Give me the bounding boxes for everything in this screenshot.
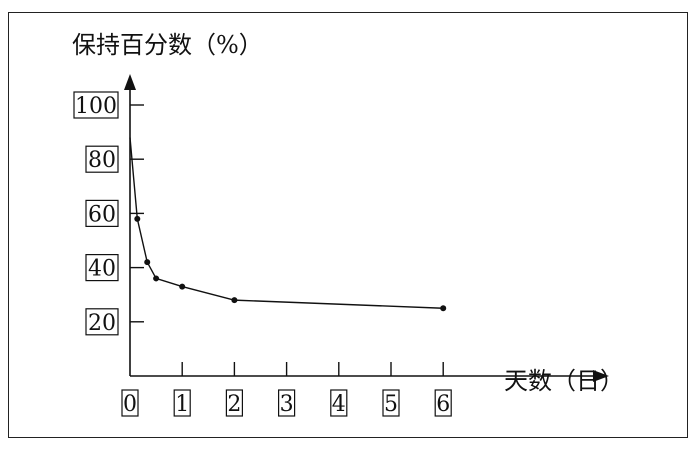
x-tick-label: 1 <box>175 392 189 417</box>
series-line <box>129 137 444 309</box>
x-tick-label: 0 <box>123 392 137 417</box>
y-tick-label-box <box>85 145 119 173</box>
x-tick-label-box <box>382 389 400 417</box>
y-tick-label-box <box>85 199 119 227</box>
x-tick-label: 4 <box>332 392 346 417</box>
x-tick-label-box <box>434 389 452 417</box>
y-axis-label: 保持百分数（%） <box>72 31 263 59</box>
data-point <box>153 275 160 282</box>
y-tick-label-box <box>85 308 119 336</box>
x-tick-label: 5 <box>384 392 398 417</box>
y-tick-label: 80 <box>88 148 116 173</box>
data-point <box>231 297 238 304</box>
data-point <box>440 305 447 312</box>
x-tick-label: 3 <box>280 392 294 417</box>
y-ticks: 100 80 60 40 20 <box>73 91 144 336</box>
x-axis-label: 天数（日） <box>504 367 624 395</box>
y-tick-label: 100 <box>75 94 117 119</box>
x-axis-arrow <box>592 370 609 382</box>
x-tick-label-box <box>330 389 348 417</box>
x-tick-label-box <box>121 389 139 417</box>
x-tick-label-box <box>225 389 243 417</box>
axes <box>124 74 609 382</box>
data-point <box>144 259 151 266</box>
series-layer <box>129 137 447 312</box>
y-tick-label: 20 <box>88 311 116 336</box>
data-point <box>134 215 141 222</box>
x-tick-label: 2 <box>227 392 241 417</box>
x-tick-label-box <box>278 389 296 417</box>
x-tick-label-box <box>173 389 191 417</box>
x-tick-label: 6 <box>436 392 450 417</box>
y-tick-label: 60 <box>88 202 116 227</box>
y-axis-arrow <box>124 74 136 90</box>
y-tick-label: 40 <box>88 257 116 282</box>
data-point <box>179 283 186 290</box>
y-tick-label-box <box>73 91 119 119</box>
x-ticks: 0 1 2 3 4 5 6 <box>121 362 452 417</box>
y-tick-label-box <box>85 254 119 282</box>
chart-frame <box>8 12 688 438</box>
